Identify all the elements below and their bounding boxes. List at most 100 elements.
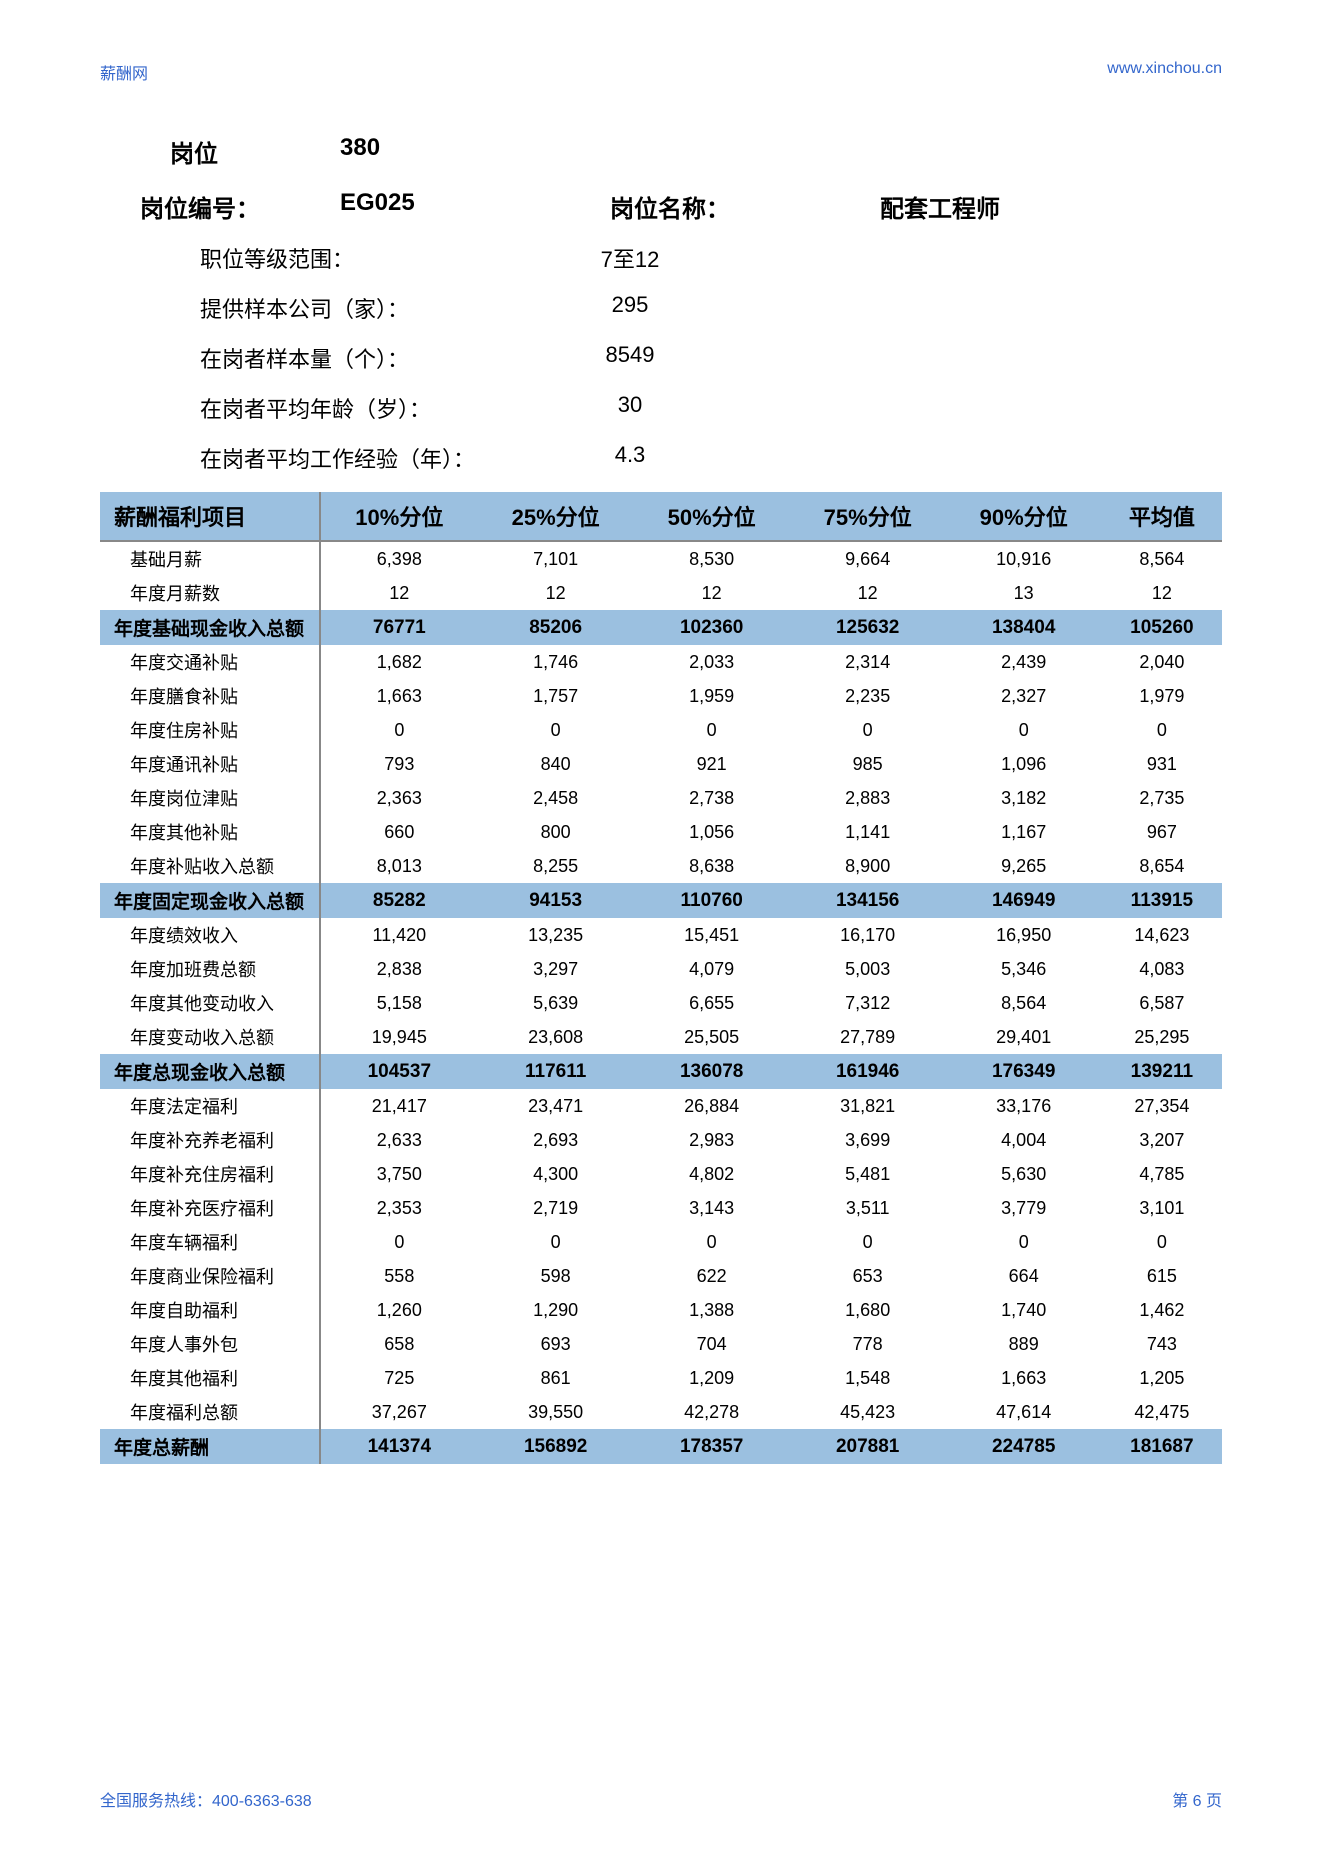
row-value: 13 bbox=[946, 576, 1102, 610]
info-row: 职位等级范围：7至12 bbox=[200, 242, 1222, 274]
table-column-header: 50%分位 bbox=[634, 492, 790, 541]
table-row: 年度补充住房福利3,7504,3004,8025,4815,6304,785 bbox=[100, 1157, 1222, 1191]
table-row: 年度通讯补贴7938409219851,096931 bbox=[100, 747, 1222, 781]
row-value: 139211 bbox=[1102, 1054, 1222, 1089]
table-row: 年度补充医疗福利2,3532,7193,1433,5113,7793,101 bbox=[100, 1191, 1222, 1225]
row-value: 693 bbox=[478, 1327, 634, 1361]
row-value: 15,451 bbox=[634, 918, 790, 952]
table-row: 年度自助福利1,2601,2901,3881,6801,7401,462 bbox=[100, 1293, 1222, 1327]
row-value: 1,205 bbox=[1102, 1361, 1222, 1395]
row-value: 2,633 bbox=[320, 1123, 478, 1157]
row-value: 134156 bbox=[790, 883, 946, 918]
row-value: 664 bbox=[946, 1259, 1102, 1293]
row-value: 0 bbox=[946, 1225, 1102, 1259]
row-value: 889 bbox=[946, 1327, 1102, 1361]
row-value: 704 bbox=[634, 1327, 790, 1361]
row-value: 85282 bbox=[320, 883, 478, 918]
row-value: 1,746 bbox=[478, 645, 634, 679]
table-row: 年度基础现金收入总额767718520610236012563213840410… bbox=[100, 610, 1222, 645]
row-value: 25,505 bbox=[634, 1020, 790, 1054]
row-value: 985 bbox=[790, 747, 946, 781]
row-value: 16,170 bbox=[790, 918, 946, 952]
row-label: 年度月薪数 bbox=[100, 576, 320, 610]
row-value: 622 bbox=[634, 1259, 790, 1293]
info-row: 在岗者平均年龄（岁）：30 bbox=[200, 392, 1222, 424]
row-value: 8,638 bbox=[634, 849, 790, 883]
row-value: 8,255 bbox=[478, 849, 634, 883]
info-value: 295 bbox=[540, 292, 720, 324]
row-value: 3,101 bbox=[1102, 1191, 1222, 1225]
row-value: 47,614 bbox=[946, 1395, 1102, 1429]
row-value: 113915 bbox=[1102, 883, 1222, 918]
row-value: 8,564 bbox=[946, 986, 1102, 1020]
row-label: 年度福利总额 bbox=[100, 1395, 320, 1429]
row-value: 1,979 bbox=[1102, 679, 1222, 713]
row-label: 年度膳食补贴 bbox=[100, 679, 320, 713]
row-value: 5,003 bbox=[790, 952, 946, 986]
row-value: 0 bbox=[790, 713, 946, 747]
row-value: 26,884 bbox=[634, 1089, 790, 1123]
row-value: 146949 bbox=[946, 883, 1102, 918]
row-value: 161946 bbox=[790, 1054, 946, 1089]
row-label: 年度岗位津贴 bbox=[100, 781, 320, 815]
row-value: 224785 bbox=[946, 1429, 1102, 1464]
row-value: 3,182 bbox=[946, 781, 1102, 815]
row-label: 年度人事外包 bbox=[100, 1327, 320, 1361]
row-label: 年度固定现金收入总额 bbox=[100, 883, 320, 918]
row-value: 1,388 bbox=[634, 1293, 790, 1327]
row-label: 年度交通补贴 bbox=[100, 645, 320, 679]
row-value: 5,346 bbox=[946, 952, 1102, 986]
row-label: 年度总现金收入总额 bbox=[100, 1054, 320, 1089]
row-value: 94153 bbox=[478, 883, 634, 918]
row-value: 861 bbox=[478, 1361, 634, 1395]
row-value: 2,738 bbox=[634, 781, 790, 815]
row-value: 0 bbox=[634, 713, 790, 747]
table-row: 年度其他变动收入5,1585,6396,6557,3128,5646,587 bbox=[100, 986, 1222, 1020]
row-value: 45,423 bbox=[790, 1395, 946, 1429]
info-label: 提供样本公司（家）： bbox=[200, 292, 540, 324]
row-value: 0 bbox=[478, 1225, 634, 1259]
info-value: 4.3 bbox=[540, 442, 720, 474]
row-value: 1,141 bbox=[790, 815, 946, 849]
site-name: 薪酬网 bbox=[100, 60, 148, 84]
table-row: 年度住房补贴000000 bbox=[100, 713, 1222, 747]
row-label: 年度住房补贴 bbox=[100, 713, 320, 747]
table-row: 年度补充养老福利2,6332,6932,9833,6994,0043,207 bbox=[100, 1123, 1222, 1157]
row-value: 12 bbox=[320, 576, 478, 610]
table-row: 年度人事外包658693704778889743 bbox=[100, 1327, 1222, 1361]
row-value: 3,699 bbox=[790, 1123, 946, 1157]
info-row: 在岗者样本量（个）：8549 bbox=[200, 342, 1222, 374]
row-label: 年度基础现金收入总额 bbox=[100, 610, 320, 645]
row-value: 0 bbox=[790, 1225, 946, 1259]
position-name-label: 岗位名称： bbox=[610, 189, 830, 224]
row-value: 1,663 bbox=[320, 679, 478, 713]
table-column-header: 90%分位 bbox=[946, 492, 1102, 541]
table-row: 年度绩效收入11,42013,23515,45116,17016,95014,6… bbox=[100, 918, 1222, 952]
position-label: 岗位 bbox=[170, 134, 340, 169]
row-value: 117611 bbox=[478, 1054, 634, 1089]
row-value: 25,295 bbox=[1102, 1020, 1222, 1054]
table-row: 年度岗位津贴2,3632,4582,7382,8833,1822,735 bbox=[100, 781, 1222, 815]
row-value: 110760 bbox=[634, 883, 790, 918]
table-row: 年度总现金收入总额1045371176111360781619461763491… bbox=[100, 1054, 1222, 1089]
table-column-header: 10%分位 bbox=[320, 492, 478, 541]
info-row: 提供样本公司（家）：295 bbox=[200, 292, 1222, 324]
row-label: 年度加班费总额 bbox=[100, 952, 320, 986]
row-value: 931 bbox=[1102, 747, 1222, 781]
row-value: 31,821 bbox=[790, 1089, 946, 1123]
row-label: 年度变动收入总额 bbox=[100, 1020, 320, 1054]
table-column-header: 平均值 bbox=[1102, 492, 1222, 541]
table-row: 年度车辆福利000000 bbox=[100, 1225, 1222, 1259]
position-code-value: EG025 bbox=[340, 189, 490, 224]
info-label: 在岗者平均工作经验（年）： bbox=[200, 442, 540, 474]
row-value: 12 bbox=[634, 576, 790, 610]
row-value: 0 bbox=[478, 713, 634, 747]
row-value: 12 bbox=[478, 576, 634, 610]
page-number: 第 6 页 bbox=[1172, 1787, 1222, 1811]
row-value: 967 bbox=[1102, 815, 1222, 849]
table-row: 年度膳食补贴1,6631,7571,9592,2352,3271,979 bbox=[100, 679, 1222, 713]
row-value: 104537 bbox=[320, 1054, 478, 1089]
row-value: 9,265 bbox=[946, 849, 1102, 883]
row-value: 0 bbox=[946, 713, 1102, 747]
info-label: 职位等级范围： bbox=[200, 242, 540, 274]
